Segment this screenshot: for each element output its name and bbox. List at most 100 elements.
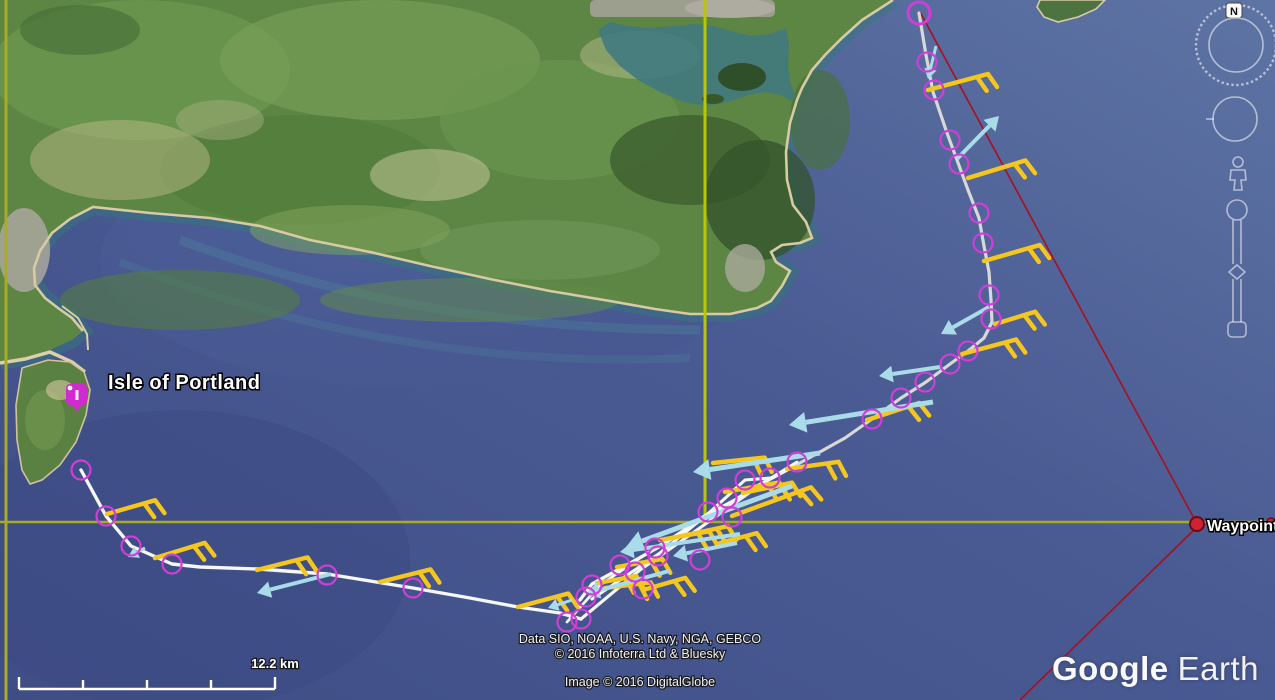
waypoint-label: Waypoint bbox=[1207, 518, 1275, 535]
deep-water-patch bbox=[0, 410, 410, 700]
wind-barb-icon bbox=[992, 309, 1048, 331]
harbour-island bbox=[718, 63, 766, 91]
track-point-ring bbox=[786, 451, 808, 473]
current-arrow bbox=[892, 365, 941, 376]
attribution: Data SIO, NOAA, U.S. Navy, NGA, GEBCO © … bbox=[518, 631, 763, 690]
portland-texture bbox=[25, 390, 65, 450]
chesil-beach bbox=[0, 350, 87, 374]
north-badge-label: N bbox=[1230, 6, 1238, 18]
current-arrow-head bbox=[941, 320, 957, 335]
pegman-icon[interactable] bbox=[1229, 156, 1247, 191]
current-arrow bbox=[951, 305, 990, 330]
google-earth-logo: Google Earth bbox=[1052, 650, 1259, 688]
logo-google: Google bbox=[1051, 650, 1169, 687]
slider-track-lower bbox=[1232, 279, 1242, 322]
track-point-ring bbox=[120, 535, 142, 557]
logo-earth: Earth bbox=[1177, 650, 1259, 687]
current-arrow-head bbox=[673, 545, 688, 562]
lighthouse-icon bbox=[75, 390, 79, 400]
track-point-ring bbox=[402, 577, 424, 599]
current-arrow-head bbox=[620, 541, 635, 559]
track-point-ring bbox=[939, 353, 961, 375]
current-arrow-head bbox=[548, 598, 560, 611]
current-arrow bbox=[557, 598, 573, 607]
track-point-ring bbox=[734, 469, 756, 491]
pin-dot bbox=[67, 385, 73, 391]
track-point-ring bbox=[689, 549, 711, 571]
track-point-ring bbox=[575, 586, 597, 608]
track-point-ring bbox=[647, 545, 669, 567]
wind-barb-icon bbox=[981, 242, 1052, 265]
zoom-in-button[interactable] bbox=[1226, 199, 1248, 221]
harbour-island bbox=[702, 94, 724, 104]
track-point-ring bbox=[556, 611, 578, 633]
track-point-ring bbox=[906, 0, 932, 26]
current-arrow bbox=[955, 124, 991, 161]
zoom-out-button[interactable] bbox=[1227, 321, 1247, 338]
wind-barb-icon bbox=[377, 567, 442, 589]
waypoint-dot-icon[interactable] bbox=[1189, 516, 1205, 532]
wind-barb-icon bbox=[254, 555, 319, 577]
track-point-ring bbox=[632, 578, 654, 600]
wind-barb-icon bbox=[152, 540, 217, 562]
current-arrow bbox=[633, 532, 741, 552]
track-point-ring bbox=[957, 340, 979, 362]
waypoint-dot-icon[interactable] bbox=[1266, 517, 1275, 527]
track-point-ring bbox=[316, 564, 338, 586]
current-arrow-head bbox=[693, 459, 712, 480]
scale-bar bbox=[17, 677, 277, 691]
waypoint-marker[interactable] bbox=[1189, 516, 1275, 532]
track-point-ring bbox=[697, 501, 719, 523]
slider-handle[interactable] bbox=[1227, 263, 1247, 281]
track-point-ring bbox=[923, 79, 945, 101]
current-arrow-head bbox=[257, 581, 273, 598]
gps-track-line bbox=[590, 476, 772, 601]
navigation-controls: N bbox=[1194, 2, 1275, 338]
route-line bbox=[1019, 526, 1198, 700]
track-point-ring bbox=[716, 487, 738, 509]
compass-inner-ring[interactable] bbox=[1208, 17, 1264, 73]
track-point-ring bbox=[95, 505, 117, 527]
breakwater bbox=[61, 305, 89, 351]
track-point-ring bbox=[978, 284, 1000, 306]
track-point-ring bbox=[972, 232, 994, 254]
track-point-ring bbox=[570, 608, 592, 630]
track-point-ring bbox=[70, 459, 92, 481]
track-point-ring bbox=[581, 574, 603, 596]
slider-track-upper bbox=[1232, 220, 1242, 264]
track-point-ring bbox=[624, 561, 646, 583]
current-arrow bbox=[805, 399, 934, 425]
wind-barb-icon bbox=[959, 337, 1028, 359]
portland-label: Isle of Portland bbox=[108, 372, 260, 394]
land-texture bbox=[0, 0, 850, 330]
track-point-ring bbox=[916, 51, 938, 73]
track-point-ring bbox=[890, 387, 912, 409]
gps-track-line bbox=[79, 468, 583, 621]
wind-barb-icon bbox=[965, 158, 1038, 181]
attribution-line-2: © 2016 Infoterra Ltd & Bluesky bbox=[555, 647, 726, 661]
track-point-ring bbox=[948, 153, 970, 175]
scale-label: 12.2 km bbox=[251, 656, 299, 671]
attribution-line-3: Image © 2016 DigitalGlobe bbox=[565, 675, 715, 689]
current-arrow bbox=[269, 572, 332, 592]
wind-barb-icon bbox=[784, 459, 849, 481]
zoom-slider[interactable] bbox=[1226, 199, 1248, 338]
portland-placemark[interactable] bbox=[66, 384, 87, 412]
track-point-ring bbox=[759, 467, 781, 489]
compass-ring[interactable] bbox=[1194, 3, 1275, 87]
current-arrow-head bbox=[983, 116, 999, 132]
beach-line bbox=[32, 0, 894, 332]
attribution-line-1: Data SIO, NOAA, U.S. Navy, NGA, GEBCO bbox=[519, 632, 761, 646]
track-point-ring bbox=[968, 202, 990, 224]
track-point-ring bbox=[161, 553, 183, 575]
current-arrow-head bbox=[789, 411, 808, 433]
track-point-ring bbox=[939, 129, 961, 151]
track-point-ring bbox=[914, 371, 936, 393]
placemark-pin-tip bbox=[72, 404, 82, 412]
headland bbox=[1036, 0, 1107, 23]
current-arrow bbox=[709, 450, 821, 472]
